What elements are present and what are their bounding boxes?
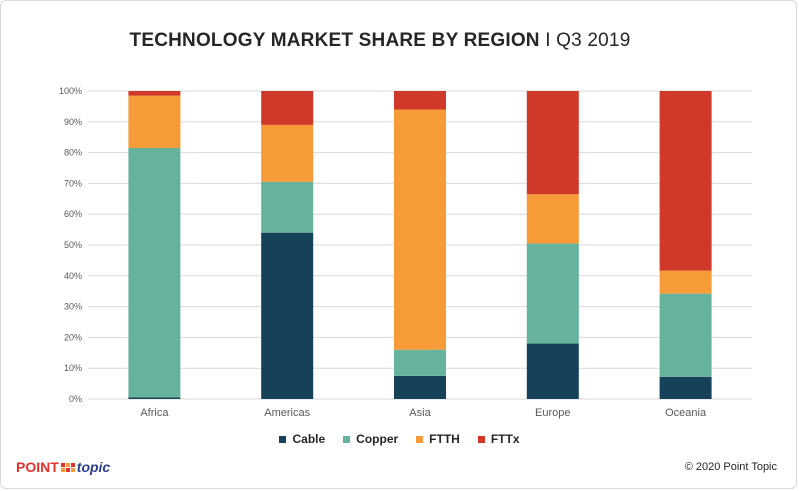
bar-segment-copper-americas	[261, 181, 314, 233]
chart-title: TECHNOLOGY MARKET SHARE BY REGION I Q3 2…	[0, 30, 760, 52]
x-tick-label-africa: Africa	[140, 407, 169, 419]
x-tick-label-europe: Europe	[535, 407, 570, 419]
logo-dots-icon	[60, 462, 75, 472]
point-topic-logo: POINT topic	[16, 459, 110, 475]
bar-segment-ftth-africa	[128, 95, 181, 148]
legend-item-copper: Copper	[343, 432, 398, 446]
bar-segment-fttx-oceania	[659, 91, 712, 271]
chart-title-separator: I	[539, 30, 557, 51]
bar-segment-cable-oceania	[659, 376, 712, 399]
legend-swatch-fttx	[477, 435, 485, 443]
y-tick-label: 20%	[64, 332, 82, 342]
chart-title-period: Q3 2019	[556, 30, 631, 51]
legend-swatch-ftth	[416, 435, 424, 443]
bar-segment-ftth-asia	[394, 109, 446, 350]
legend-label-fttx: FTTx	[490, 432, 520, 446]
x-tick-label-oceania: Oceania	[665, 407, 707, 419]
legend: Cable Copper FTTH FTTx	[0, 432, 799, 446]
y-tick-label: 0%	[69, 394, 82, 404]
y-tick-label: 30%	[64, 302, 82, 312]
bar-segment-copper-oceania	[659, 293, 712, 377]
copyright-text: © 2020 Point Topic	[684, 461, 777, 473]
bar-segment-cable-europe	[526, 343, 579, 399]
legend-swatch-copper	[343, 435, 351, 443]
bar-segment-fttx-americas	[261, 91, 314, 125]
bar-segment-copper-asia	[394, 349, 446, 376]
x-tick-label-americas: Americas	[264, 407, 310, 419]
y-tick-label: 50%	[64, 240, 82, 250]
bar-segment-cable-asia	[394, 375, 446, 399]
bar-segment-cable-americas	[261, 232, 314, 399]
bar-segment-fttx-asia	[394, 91, 446, 110]
chart-title-main: TECHNOLOGY MARKET SHARE BY REGION	[129, 30, 540, 51]
x-axis: Africa Americas Asia Europe Oceania	[140, 407, 707, 419]
y-tick-label: 90%	[64, 117, 82, 127]
legend-label-copper: Copper	[356, 432, 399, 446]
legend-item-cable: Cable	[279, 432, 325, 446]
legend-item-ftth: FTTH	[416, 432, 460, 446]
x-tick-label-asia: Asia	[409, 407, 431, 419]
bar-segment-cable-africa	[128, 397, 181, 399]
legend-label-ftth: FTTH	[429, 432, 460, 446]
y-axis: 0% 10% 20% 30% 40% 50% 60% 70% 80% 90% 100%	[59, 86, 82, 404]
y-tick-label: 80%	[64, 148, 82, 158]
logo-point-text: POINT	[16, 459, 59, 475]
y-tick-label: 100%	[59, 86, 82, 96]
logo-topic-text: topic	[76, 459, 111, 475]
legend-label-cable: Cable	[292, 432, 326, 446]
legend-swatch-cable	[279, 435, 287, 443]
y-tick-label: 70%	[64, 178, 82, 188]
y-tick-label: 60%	[64, 209, 82, 219]
bar-segment-fttx-africa	[128, 91, 181, 96]
bar-segment-ftth-americas	[261, 124, 314, 182]
bar-segment-ftth-europe	[526, 194, 579, 244]
bars	[128, 91, 712, 399]
bar-segment-copper-africa	[128, 147, 181, 398]
legend-item-fttx: FTTx	[477, 432, 520, 446]
bar-segment-copper-europe	[526, 243, 579, 344]
y-tick-label: 40%	[64, 271, 82, 281]
y-tick-label: 10%	[64, 363, 82, 373]
bar-segment-fttx-europe	[526, 91, 579, 195]
bar-segment-ftth-oceania	[659, 270, 712, 294]
